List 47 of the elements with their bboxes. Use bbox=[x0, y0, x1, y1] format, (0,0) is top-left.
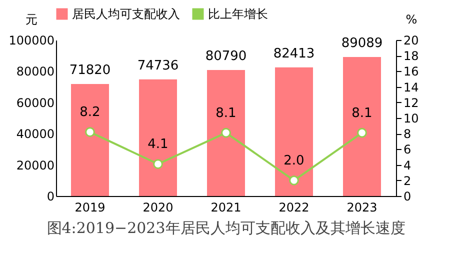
x-tick-label: 2020 bbox=[142, 200, 174, 214]
data-label: 80790 bbox=[205, 48, 247, 64]
y-tick-label: 80000 bbox=[16, 64, 54, 79]
x-tick-label: 2021 bbox=[210, 200, 242, 214]
data-label: 8.1 bbox=[216, 106, 236, 121]
bar bbox=[139, 79, 177, 196]
data-label: 8.2 bbox=[80, 105, 100, 120]
bar bbox=[71, 84, 109, 196]
data-label: 8.1 bbox=[352, 106, 372, 121]
y2-tick-label: 18 bbox=[404, 49, 419, 64]
y-tick-label: 20000 bbox=[16, 158, 54, 172]
x-tick-label: 2023 bbox=[346, 200, 378, 214]
y-tick-label: 100000 bbox=[8, 34, 54, 48]
y-tick-label: 60000 bbox=[16, 96, 54, 110]
y2-tick-label: 2 bbox=[404, 174, 412, 188]
y2-axis-title: % bbox=[406, 12, 418, 26]
data-label: 82413 bbox=[273, 46, 315, 62]
point bbox=[153, 159, 163, 169]
y2-tick-label: 12 bbox=[404, 96, 419, 110]
y2-tick-label: 0 bbox=[404, 190, 412, 204]
data-label: 74736 bbox=[137, 58, 179, 74]
y2-tick-label: 8 bbox=[404, 127, 412, 142]
y2-tick-label: 10 bbox=[404, 112, 419, 126]
x-tick-label: 2019 bbox=[74, 200, 106, 214]
x-tick-label: 2022 bbox=[278, 200, 310, 214]
y2-tick-label: 6 bbox=[404, 142, 412, 157]
point bbox=[357, 128, 367, 138]
y2-tick-label: 16 bbox=[404, 64, 419, 79]
data-label: 2.0 bbox=[284, 153, 304, 168]
bar bbox=[343, 57, 381, 196]
data-label: 4.1 bbox=[148, 137, 168, 152]
data-label: 71820 bbox=[69, 62, 111, 78]
point bbox=[221, 128, 231, 138]
point bbox=[289, 175, 299, 186]
y2-tick-label: 20 bbox=[404, 34, 419, 48]
y2-tick-label: 14 bbox=[404, 80, 419, 94]
bar bbox=[207, 70, 245, 196]
legend-label: 比上年增长 bbox=[208, 7, 268, 21]
y-tick-label: 0 bbox=[46, 190, 54, 204]
text: 图4:2019−2023年居民人均可支配收入及其增长速度 bbox=[46, 219, 406, 237]
y2-tick-label: 4 bbox=[404, 158, 412, 172]
legend-label: 居民人均可支配收入 bbox=[72, 7, 180, 21]
data-label: 89089 bbox=[341, 36, 383, 52]
y-axis-title: 元 bbox=[26, 12, 38, 26]
bar bbox=[275, 67, 313, 196]
y-tick-label: 40000 bbox=[16, 127, 54, 142]
point bbox=[85, 127, 95, 137]
